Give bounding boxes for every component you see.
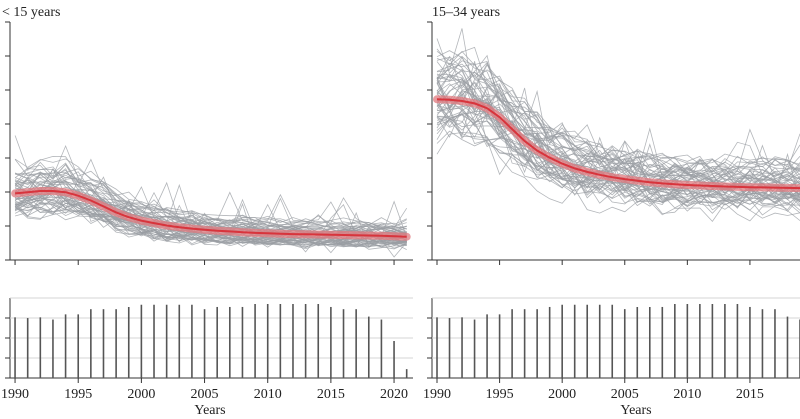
series-line bbox=[14, 200, 407, 247]
series-line bbox=[14, 135, 407, 226]
series-line bbox=[436, 103, 800, 211]
panel-title-15-34: 15–34 years bbox=[432, 5, 500, 20]
x-tick-label: 2015 bbox=[736, 387, 764, 402]
series-line bbox=[436, 120, 800, 213]
series-line bbox=[14, 163, 407, 230]
panel-under-15: < 15 years 1990 1995 2000 2005 2010 2015 2020 … bbox=[1, 5, 413, 418]
panel-15-34: 15–34 years 1990 1995 2000 2005 2010 2015 Yea… bbox=[423, 5, 800, 418]
y-ticks-count-under-15 bbox=[5, 317, 10, 379]
x-tick-label: 2010 bbox=[254, 387, 282, 402]
spaghetti-lines-15-34 bbox=[436, 28, 800, 223]
series-line bbox=[436, 82, 800, 196]
series-line bbox=[14, 197, 408, 258]
series-line bbox=[436, 46, 800, 171]
y-ticks-count-15-34 bbox=[427, 317, 432, 379]
x-tick-label: 2000 bbox=[127, 387, 155, 402]
series-line bbox=[436, 65, 800, 184]
panel-title-under-15: < 15 years bbox=[2, 5, 60, 20]
x-tick-label: 2010 bbox=[673, 387, 701, 402]
count-bars-under-15 bbox=[14, 304, 408, 378]
series-line bbox=[436, 74, 800, 190]
grid-count-15-34 bbox=[432, 297, 800, 359]
x-tick-label: 1990 bbox=[1, 387, 29, 402]
series-line bbox=[436, 92, 800, 201]
series-line bbox=[436, 81, 800, 190]
grid-count-under-15 bbox=[10, 297, 413, 359]
x-tick-label: 2005 bbox=[611, 387, 639, 402]
x-tick-label: 2020 bbox=[380, 387, 408, 402]
series-line bbox=[436, 130, 800, 219]
series-line bbox=[14, 158, 407, 228]
series-line bbox=[436, 55, 800, 175]
x-ticks-main-15-34 bbox=[436, 260, 751, 265]
series-line bbox=[436, 79, 800, 189]
x-tick-label: 1995 bbox=[64, 387, 92, 402]
trend-line-under-15 bbox=[15, 190, 407, 238]
x-tick-label: 2015 bbox=[317, 387, 345, 402]
series-line bbox=[436, 132, 800, 223]
series-line bbox=[14, 203, 407, 248]
series-line bbox=[14, 202, 407, 246]
x-ticks-main-under-15 bbox=[14, 260, 395, 265]
y-ticks-main-under-15 bbox=[5, 21, 10, 261]
series-line bbox=[436, 48, 800, 171]
series-line bbox=[436, 61, 800, 184]
trend-line-15-34 bbox=[436, 98, 800, 190]
x-tick-label: 1995 bbox=[486, 387, 514, 402]
x-tick-label: 2005 bbox=[191, 387, 219, 402]
series-line bbox=[14, 144, 407, 229]
x-tick-labels-15-34: 1990 1995 2000 2005 2010 2015 bbox=[423, 378, 764, 402]
x-tick-labels-under-15: 1990 1995 2000 2005 2010 2015 2020 bbox=[1, 378, 408, 402]
series-line bbox=[14, 158, 407, 233]
series-line bbox=[436, 62, 800, 182]
count-bars-15-34 bbox=[436, 304, 800, 378]
x-axis-title-15-34: Years bbox=[620, 403, 651, 418]
x-tick-label: 1990 bbox=[423, 387, 451, 402]
series-line bbox=[436, 84, 800, 196]
y-ticks-main-15-34 bbox=[427, 21, 432, 261]
x-tick-label: 2000 bbox=[548, 387, 576, 402]
x-axis-title-under-15: Years bbox=[194, 403, 225, 418]
series-line bbox=[14, 159, 407, 230]
